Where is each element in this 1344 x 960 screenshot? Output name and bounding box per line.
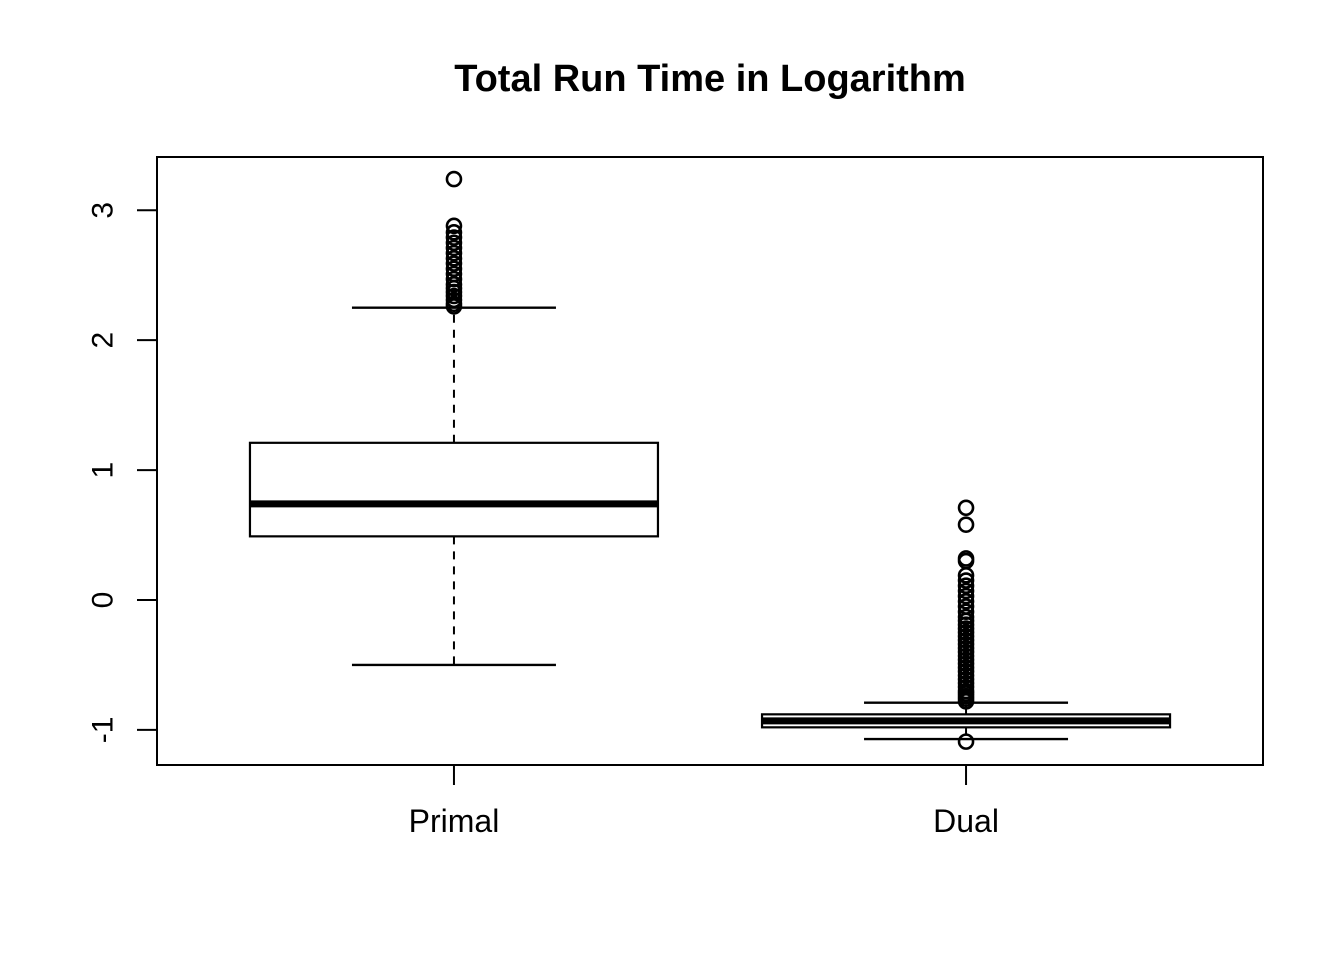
- y-tick-label: -1: [87, 717, 120, 744]
- x-tick-label: Primal: [409, 803, 500, 839]
- outlier-point: [957, 572, 975, 589]
- outlier-point: [957, 693, 975, 710]
- outlier-point: [445, 170, 463, 188]
- outlier-point: [957, 582, 975, 600]
- outlier-point: [445, 298, 463, 315]
- outlier-point: [445, 244, 463, 262]
- y-tick-label: 2: [87, 332, 120, 349]
- outlier-point: [957, 499, 975, 517]
- outlier-point: [957, 567, 975, 584]
- outlier-point: [957, 593, 975, 610]
- primal-boxplot: [248, 170, 660, 667]
- outlier-point: [445, 250, 463, 267]
- x-tick-label: Dual: [933, 803, 999, 839]
- outlier-point: [957, 587, 975, 605]
- outlier-point: [445, 255, 463, 272]
- outlier-point: [445, 260, 463, 278]
- outlier-point: [445, 217, 463, 235]
- outlier-point: [957, 733, 975, 750]
- y-tick-label: 1: [87, 462, 120, 479]
- dual-boxplot: [760, 499, 1172, 750]
- outlier-point: [445, 224, 463, 241]
- y-tick-label: 3: [87, 202, 120, 219]
- outlier-point: [445, 239, 463, 257]
- outlier-point: [957, 577, 975, 595]
- outlier-point: [957, 516, 975, 533]
- iqr-box: [248, 441, 660, 538]
- outlier-point: [445, 234, 463, 252]
- chart-title: Total Run Time in Logarithm: [454, 58, 966, 100]
- y-tick-label: 0: [87, 592, 120, 609]
- outlier-point: [445, 229, 463, 246]
- plot-frame: [156, 156, 1264, 766]
